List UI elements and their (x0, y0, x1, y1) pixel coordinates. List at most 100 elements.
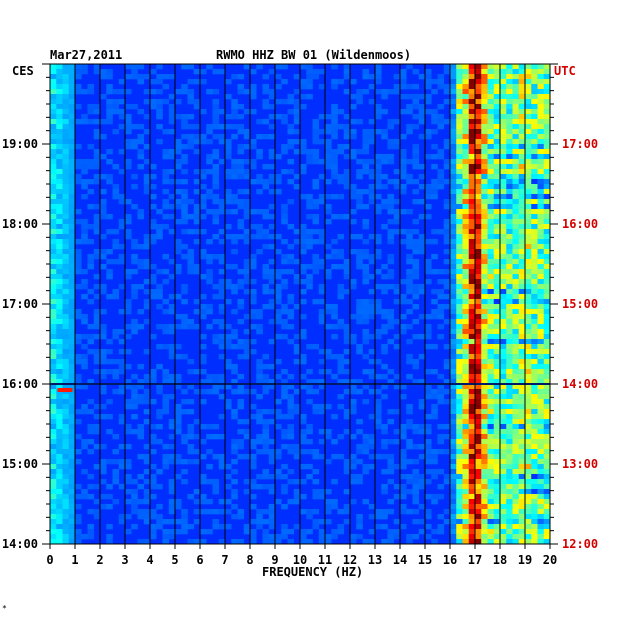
heatmap-cell (143, 494, 151, 500)
heatmap-cell (375, 359, 382, 365)
heatmap-cell (231, 334, 238, 340)
heatmap-cell (481, 264, 488, 270)
heatmap-cell (487, 404, 495, 410)
heatmap-cell (306, 149, 313, 155)
heatmap-cell (56, 484, 63, 490)
heatmap-cell (425, 184, 432, 190)
heatmap-cell (512, 229, 520, 235)
heatmap-cell (243, 274, 251, 280)
heatmap-cell (475, 199, 482, 205)
heatmap-cell (450, 254, 457, 260)
heatmap-cell (531, 74, 538, 80)
heatmap-cell (468, 279, 476, 285)
heatmap-cell (481, 469, 488, 475)
heatmap-cell (256, 229, 263, 235)
heatmap-cell (275, 454, 282, 460)
heatmap-cell (475, 374, 482, 380)
heatmap-cell (268, 459, 276, 465)
heatmap-cell (456, 94, 463, 100)
heatmap-cell (468, 124, 476, 130)
heatmap-cell (543, 239, 551, 245)
heatmap-cell (318, 359, 326, 365)
heatmap-cell (543, 294, 551, 300)
heatmap-cell (143, 349, 151, 355)
heatmap-cell (525, 274, 532, 280)
heatmap-cell (62, 339, 70, 345)
heatmap-cell (393, 409, 401, 415)
heatmap-cell (531, 454, 538, 460)
heatmap-cell (168, 479, 176, 485)
heatmap-cell (187, 524, 195, 530)
heatmap-cell (350, 499, 357, 505)
heatmap-cell (193, 264, 201, 270)
heatmap-cell (518, 299, 526, 305)
heatmap-cell (231, 134, 238, 140)
heatmap-cell (525, 74, 532, 80)
heatmap-cell (506, 94, 513, 100)
heatmap-cell (450, 89, 457, 95)
heatmap-cell (506, 159, 513, 165)
heatmap-cell (112, 449, 120, 455)
heatmap-cell (125, 479, 132, 485)
heatmap-cell (275, 424, 282, 430)
heatmap-cell (475, 269, 482, 275)
heatmap-cell (462, 129, 470, 135)
heatmap-cell (187, 114, 195, 120)
heatmap-cell (262, 439, 270, 445)
heatmap-cell (268, 124, 276, 130)
heatmap-cell (487, 219, 495, 225)
heatmap-cell (362, 269, 370, 275)
heatmap-cell (412, 479, 420, 485)
heatmap-cell (387, 324, 395, 330)
heatmap-cell (500, 269, 507, 275)
heatmap-cell (131, 399, 138, 405)
heatmap-cell (443, 64, 451, 70)
heatmap-cell (150, 89, 157, 95)
heatmap-cell (268, 454, 276, 460)
heatmap-cell (325, 154, 332, 160)
heatmap-cell (293, 274, 301, 280)
heatmap-cell (525, 419, 532, 425)
heatmap-cell (75, 74, 82, 80)
heatmap-cell (450, 454, 457, 460)
heatmap-cell (543, 219, 551, 225)
heatmap-cell (262, 274, 270, 280)
heatmap-cell (525, 194, 532, 200)
heatmap-cell (50, 499, 57, 505)
heatmap-cell (506, 379, 513, 385)
heatmap-cell (237, 84, 245, 90)
heatmap-cell (481, 484, 488, 490)
heatmap-cell (500, 249, 507, 255)
heatmap-cell (225, 364, 232, 370)
heatmap-cell (87, 289, 95, 295)
heatmap-cell (512, 274, 520, 280)
heatmap-cell (500, 149, 507, 155)
heatmap-cell (56, 419, 63, 425)
heatmap-cell (306, 464, 313, 470)
heatmap-cell (400, 494, 407, 500)
heatmap-cell (225, 384, 232, 390)
heatmap-cell (68, 179, 76, 185)
heatmap-cell (475, 159, 482, 165)
heatmap-cell (506, 329, 513, 335)
heatmap-cell (450, 294, 457, 300)
heatmap-cell (543, 164, 551, 170)
heatmap-cell (337, 194, 345, 200)
heatmap-cell (412, 239, 420, 245)
heatmap-cell (487, 224, 495, 230)
heatmap-cell (362, 319, 370, 325)
heatmap-cell (450, 119, 457, 125)
heatmap-cell (500, 89, 507, 95)
heatmap-cell (468, 474, 476, 480)
heatmap-cell (350, 539, 357, 545)
heatmap-cell (125, 234, 132, 240)
heatmap-cell (437, 279, 445, 285)
heatmap-cell (537, 249, 545, 255)
heatmap-cell (175, 114, 182, 120)
heatmap-cell (500, 184, 507, 190)
heatmap-cell (487, 469, 495, 475)
heatmap-cell (462, 89, 470, 95)
heatmap-cell (362, 164, 370, 170)
heatmap-cell (456, 354, 463, 360)
heatmap-cell (443, 479, 451, 485)
